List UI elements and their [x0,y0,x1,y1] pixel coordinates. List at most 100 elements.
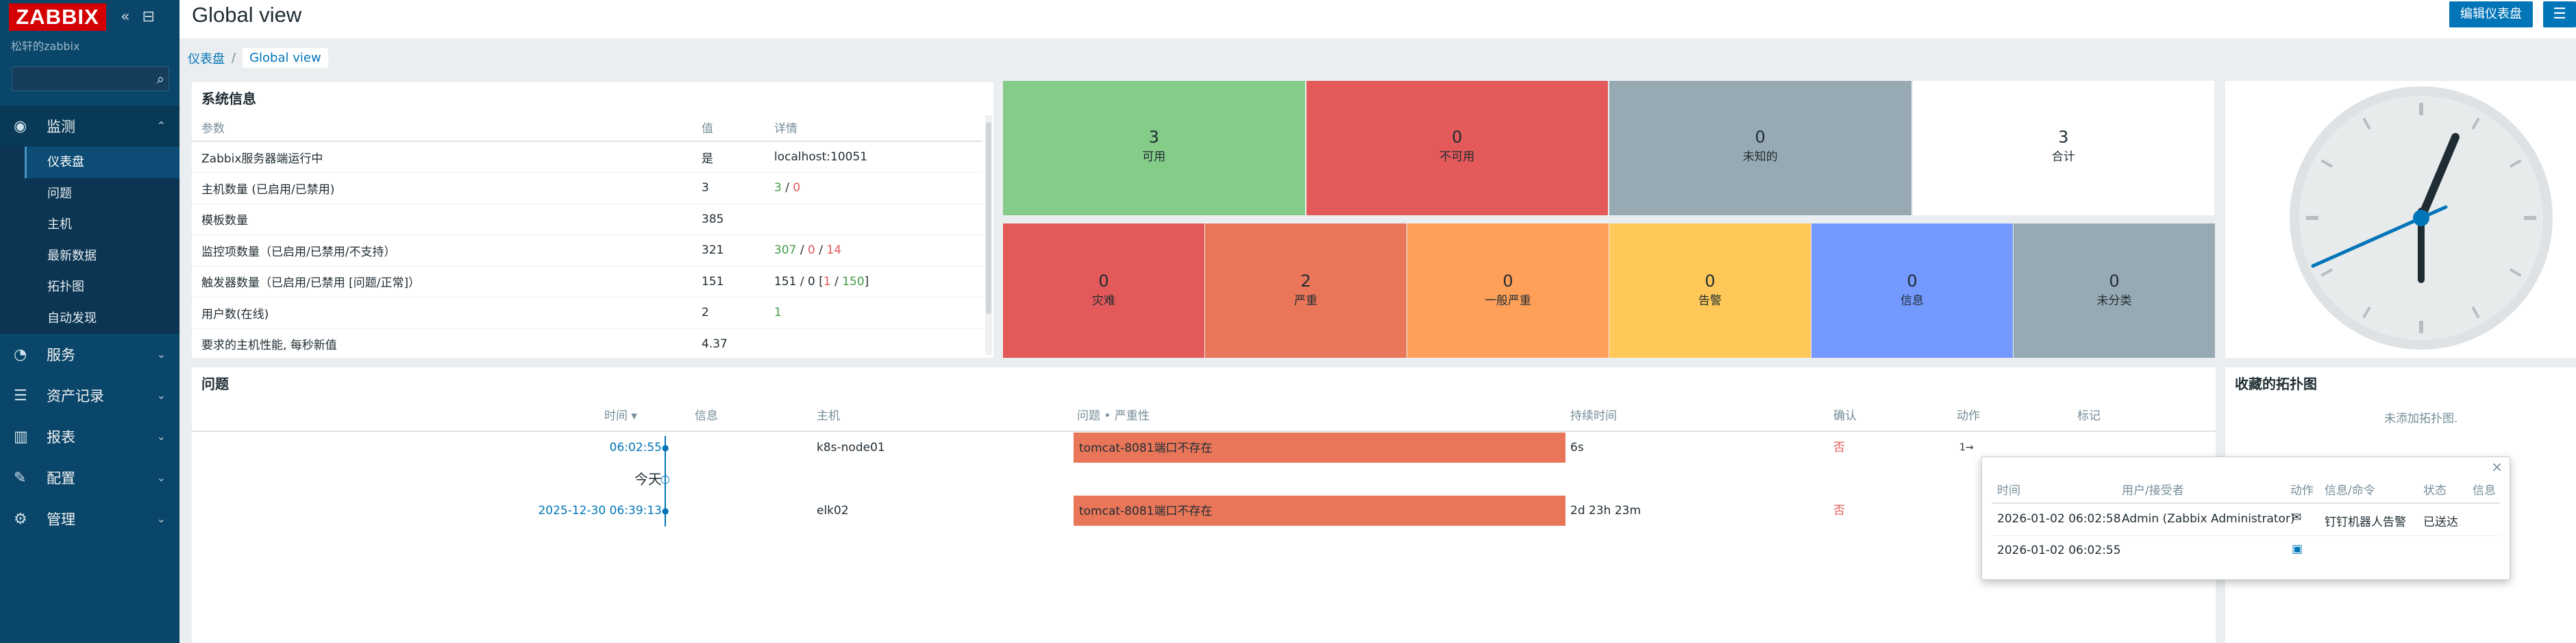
submenu-maps[interactable]: 拓扑图 [47,280,84,294]
param-cell: 监控项数量（已启用/已禁用/不支持） [192,234,692,267]
search-input[interactable]: ⌕ [12,66,169,91]
param-cell: 模板数量 [192,204,692,235]
detail-part: / [815,243,827,258]
problem-duration[interactable]: 6s [1570,441,1584,454]
server-name: 松轩的zabbix [11,40,80,53]
zabbix-logo[interactable]: ZABBIX [9,3,106,31]
problem-ack[interactable]: 否 [1833,504,1845,518]
problem-time[interactable]: 2025-12-30 06:39:13 [538,504,662,518]
problem-name[interactable]: tomcat-8081端口不存在 [1073,432,1566,463]
availability-cell[interactable]: 3 合计 [1912,81,2214,215]
actions-icon[interactable]: 1→ [1959,442,1974,453]
menu-monitoring[interactable]: ◉ 监测 ⌃ [0,106,179,147]
availability-count: 3 [2058,128,2069,147]
system-info-table: 参数 值 详情 Zabbix服务器端运行中是 localhost:10051 主机数… [192,114,982,360]
problem-column-header[interactable]: 问题 • 严重性 [1077,409,1150,423]
value-cell: 是 [692,141,765,173]
severity-cell[interactable]: 0 未分类 [2014,223,2215,358]
table-row: 主机数量 (已启用/已禁用) 3 3 / 0 [192,172,982,204]
today-label: 今天 [634,471,662,487]
severity-cell[interactable]: 0 信息 [1811,223,2013,358]
popup-media: 钉钉机器人告警 [2325,515,2406,529]
chevron-down-icon: ⌄ [156,430,166,443]
problem-duration[interactable]: 2d 23h 23m [1570,504,1642,518]
problem-time[interactable]: 06:02:55 [609,441,662,454]
collapse-sidebar-icon[interactable]: « [121,8,130,25]
actions-column-header: 动作 [1957,409,1980,423]
chevron-down-icon: ⌄ [156,348,166,361]
kiosk-mode-icon[interactable]: ⊟ [142,8,155,25]
breadcrumb-dashboards[interactable]: 仪表盘 [188,51,225,66]
scrollbar[interactable] [985,115,992,355]
clock-tick [2320,268,2333,277]
clock-widget [2225,81,2576,358]
ack-column-header: 确认 [1833,409,1857,423]
detail-part: localhost:10051 [774,150,868,164]
value-cell: 321 [692,234,765,267]
submenu-hosts[interactable]: 主机 [47,217,72,232]
timeline-dot: ● [662,443,669,452]
chevron-down-icon: ⌄ [156,471,166,484]
time-column-header[interactable]: 时间 ▾ [604,409,637,423]
details-cell: localhost:10051 [765,141,982,173]
chevron-down-icon: ⌄ [156,512,166,525]
submenu-dashboard[interactable]: 仪表盘 [25,147,179,178]
severity-cell[interactable]: 0 灾难 [1003,223,1204,358]
breadcrumb: 仪表盘 / Global view [188,48,328,68]
severity-cell[interactable]: 0 告警 [1609,223,1811,358]
column-header: 详情 [765,114,982,142]
submenu-latest-data[interactable]: 最新数据 [47,248,97,263]
problem-ack[interactable]: 否 [1833,441,1845,454]
problems-widget: 问题 时间 ▾ 信息 主机 问题 • 严重性 持续时间 确认 动作 标记 06:… [192,367,2216,643]
details-cell: 3 / 0 [765,172,982,204]
menu-reports[interactable]: ▥ 报表 ⌄ [0,416,179,457]
main-menu: ◉ 监测 ⌃ 仪表盘 问题 主机 最新数据 拓扑图 自动发现 ◔ 服务 ⌄ ☰ … [0,106,179,539]
problem-name[interactable]: tomcat-8081端口不存在 [1073,495,1566,526]
param-cell: Zabbix服务器端运行中 [192,141,692,173]
table-row: 触发器数量（已启用/已禁用 [问题/正常]） 151 151 / 0 [1 / 15… [192,266,982,298]
clock-tick [2471,306,2480,319]
scrollbar-thumb[interactable] [986,122,991,314]
search-icon[interactable]: ⌕ [156,71,164,87]
popup-column-header: 动作 [2290,484,2314,498]
widget-title: 问题 [201,377,229,392]
actions-popup: × 时间 用户/接受者 动作 信息/命令 状态 信息 2026-01-02 06… [1981,457,2510,580]
severity-label: 未分类 [2096,294,2132,308]
problem-host[interactable]: elk02 [817,504,849,518]
param-cell: 主机数量 (已启用/已禁用) [192,172,692,204]
menu-inventory[interactable]: ☰ 资产记录 ⌄ [0,375,179,416]
close-icon[interactable]: × [2491,459,2503,475]
submenu-discovery[interactable]: 自动发现 [47,311,97,326]
severity-label: 信息 [1900,294,1924,308]
tags-column-header: 标记 [2077,409,2101,423]
availability-label: 可用 [1142,150,1166,164]
table-row: 2025-12-30 06:39:13 ● elk02 tomcat-8081端… [192,495,2216,526]
clock-tick [2509,159,2522,168]
menu-services[interactable]: ◔ 服务 ⌄ [0,334,179,375]
detail-part: 150 [842,274,865,289]
severity-label: 严重 [1294,294,1317,308]
submenu-problems[interactable]: 问题 [47,186,72,201]
availability-count: 0 [1452,128,1463,147]
edit-dashboard-button[interactable]: 编辑仪表盘 [2449,1,2533,27]
clock-tick [2362,306,2371,319]
popup-column-header: 时间 [1997,484,2020,498]
severity-cell[interactable]: 0 一般严重 [1407,223,1609,358]
availability-cell[interactable]: 0 不可用 [1306,81,1608,215]
clock-face [2290,86,2553,350]
chevron-up-icon: ⌃ [156,119,166,132]
availability-cell[interactable]: 0 未知的 [1609,81,1911,215]
gear-icon: ⚙ [14,510,27,528]
menu-configuration[interactable]: ✎ 配置 ⌄ [0,457,179,498]
breadcrumb-global-view[interactable]: Global view [243,48,328,68]
value-cell: 151 [692,266,765,298]
clock-ticks [2306,103,2536,333]
menu-administration[interactable]: ⚙ 管理 ⌄ [0,498,179,539]
host-availability-widget: 3 可用 0 不可用 0 未知的 3 合计 [1003,81,2216,215]
severity-label: 告警 [1698,294,1722,308]
dashboard-menu-button[interactable]: ☰ [2543,1,2576,27]
timeline-separator-row: 今天 ○ [192,463,2216,495]
problem-host[interactable]: k8s-node01 [817,441,885,454]
availability-cell[interactable]: 3 可用 [1003,81,1305,215]
severity-cell[interactable]: 2 严重 [1205,223,1407,358]
